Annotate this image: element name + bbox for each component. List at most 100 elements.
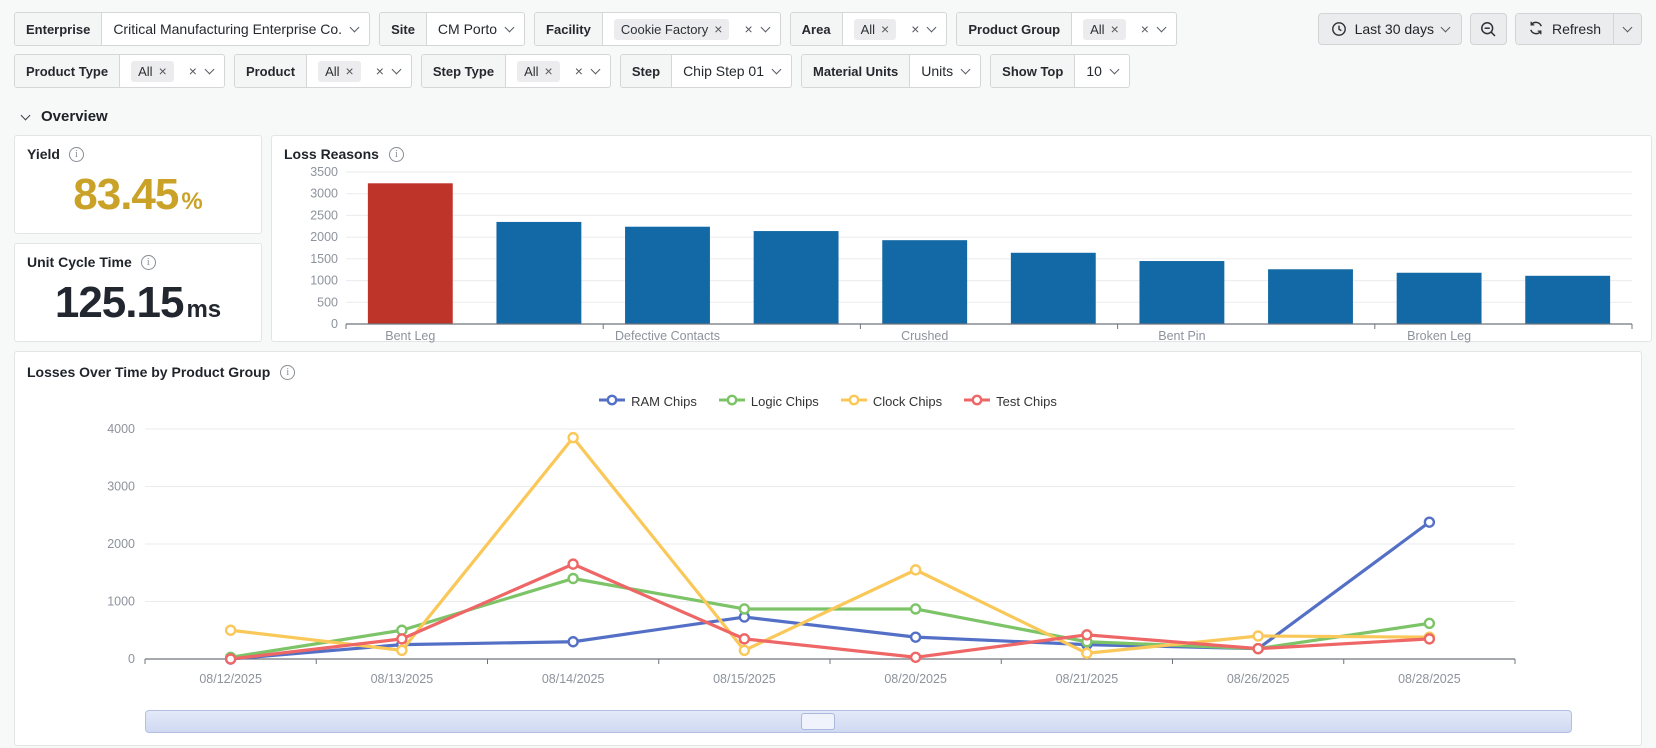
filter-show-top[interactable]: Show Top10 [990, 54, 1130, 88]
time-range-button[interactable]: Last 30 days [1318, 13, 1462, 45]
refresh-button[interactable]: Refresh [1516, 14, 1613, 44]
bar-unlabeled-1 [496, 222, 581, 324]
refresh-split-button: Refresh [1515, 13, 1642, 45]
chip-remove-icon[interactable]: × [881, 22, 889, 36]
filter-value: Critical Manufacturing Enterprise Co. [102, 13, 369, 45]
chevron-down-icon [590, 65, 600, 75]
data-point-test-chips [226, 655, 235, 664]
selected-value: CM Porto [438, 21, 497, 37]
filter-site[interactable]: Site CM Porto [379, 12, 525, 46]
chip-remove-icon[interactable]: × [545, 64, 553, 78]
data-point-clock-chips [740, 646, 749, 655]
filter-enterprise[interactable]: EnterpriseCritical Manufacturing Enterpr… [14, 12, 370, 46]
chart-title: Loss Reasons [284, 146, 379, 162]
filter-area[interactable]: AreaAll×× [790, 12, 948, 46]
filter-label: Show Top [991, 55, 1075, 87]
toolbar: Last 30 days [1318, 13, 1642, 45]
selected-value: Chip Step 01 [683, 63, 764, 79]
clear-filter-icon[interactable]: × [1141, 22, 1149, 36]
filter-value: 10 [1075, 55, 1129, 87]
data-point-test-chips [911, 653, 920, 662]
losses-over-time-card: Losses Over Time by Product Group i RAM … [14, 351, 1642, 746]
datazoom-handle[interactable] [801, 713, 835, 730]
filter-facility[interactable]: FacilityCookie Factory×× [534, 12, 781, 46]
legend-marker-icon [841, 394, 867, 409]
filter-value: All × × [120, 55, 224, 87]
legend-item-logic-chips[interactable]: Logic Chips [719, 394, 819, 409]
clear-filter-icon[interactable]: × [744, 22, 752, 36]
info-icon[interactable]: i [389, 147, 404, 162]
info-icon[interactable]: i [141, 255, 156, 270]
data-point-test-chips [1254, 644, 1263, 653]
zoom-out-button[interactable] [1470, 13, 1507, 45]
chevron-down-icon [760, 23, 770, 33]
y-tick-label: 3000 [310, 187, 338, 201]
filter-value: All×× [506, 55, 610, 87]
legend-label: Test Chips [996, 394, 1057, 409]
losses-over-time-line-chart[interactable]: 0100020003000400008/12/202508/13/202508/… [27, 411, 1627, 701]
chip-label: All [1090, 22, 1104, 37]
legend-label: RAM Chips [631, 394, 697, 409]
x-tick-label: Broken Leg [1407, 329, 1471, 343]
collapse-chevron-icon[interactable] [21, 110, 31, 120]
time-range-label: Last 30 days [1355, 21, 1434, 37]
clear-filter-icon[interactable]: × [376, 64, 384, 78]
filter-product-group[interactable]: Product GroupAll×× [956, 12, 1177, 46]
chart-title: Losses Over Time by Product Group [27, 364, 270, 380]
chip-remove-icon[interactable]: × [159, 64, 167, 78]
chip-remove-icon[interactable]: × [1111, 22, 1119, 36]
filter-product[interactable]: ProductAll×× [234, 54, 412, 88]
clear-filter-icon[interactable]: × [189, 64, 197, 78]
info-icon[interactable]: i [69, 147, 84, 162]
clear-filter-icon[interactable]: × [575, 64, 583, 78]
y-tick-label: 1000 [310, 274, 338, 288]
x-tick-label: Bent Pin [1158, 329, 1205, 343]
datazoom-slider [145, 710, 1572, 733]
y-tick-label: 2500 [310, 208, 338, 222]
chevron-down-icon [961, 65, 971, 75]
data-point-test-chips [740, 634, 749, 643]
legend-item-test-chips[interactable]: Test Chips [964, 394, 1057, 409]
data-point-ram-chips [569, 637, 578, 646]
legend-item-clock-chips[interactable]: Clock Chips [841, 394, 942, 409]
filter-label: Product Type [15, 55, 120, 87]
chevron-down-icon [350, 23, 360, 33]
bar-defective-contacts [625, 227, 710, 324]
filter-chip: All× [854, 19, 897, 40]
filter-step[interactable]: Step Chip Step 01 [620, 54, 792, 88]
filter-row-1: EnterpriseCritical Manufacturing Enterpr… [14, 12, 1642, 46]
bar-bent-leg [368, 183, 453, 324]
filter-step-type[interactable]: Step TypeAll×× [421, 54, 611, 88]
filter-chip: All × [1083, 19, 1126, 40]
legend-marker-icon [719, 394, 745, 409]
x-tick-label: 08/12/2025 [199, 672, 262, 686]
chip-remove-icon[interactable]: × [346, 64, 354, 78]
clear-filter-icon[interactable]: × [911, 22, 919, 36]
x-tick-label: 08/14/2025 [542, 672, 605, 686]
data-point-test-chips [569, 560, 578, 569]
filter-material-units[interactable]: Material UnitsUnits [801, 54, 981, 88]
info-icon[interactable]: i [280, 365, 295, 380]
bar-unlabeled-7 [1268, 269, 1353, 324]
bar-unlabeled-5 [1011, 253, 1096, 324]
data-point-clock-chips [911, 565, 920, 574]
filter-label: Enterprise [15, 13, 102, 45]
chip-remove-icon[interactable]: × [714, 22, 722, 36]
x-tick-label: Bent Leg [385, 329, 435, 343]
chevron-down-icon [1109, 65, 1119, 75]
filter-label: Step [621, 55, 672, 87]
loss-reasons-bar-chart[interactable]: 0500100015002000250030003500Bent LegDefe… [284, 162, 1639, 346]
filter-row-2: Product TypeAll××ProductAll××Step TypeAl… [14, 54, 1642, 88]
kpi-unit: ms [186, 296, 221, 324]
refresh-options-button[interactable] [1613, 14, 1641, 44]
legend-item-ram-chips[interactable]: RAM Chips [599, 394, 697, 409]
filter-product-type[interactable]: Product Type All × × [14, 54, 225, 88]
y-tick-label: 3000 [107, 480, 135, 494]
legend-label: Clock Chips [873, 394, 942, 409]
datazoom-track[interactable] [145, 710, 1572, 733]
legend-marker-icon [964, 394, 990, 409]
kpi-value-row: 125.15ms [27, 278, 249, 328]
chip-label: All [138, 64, 152, 79]
data-point-logic-chips [569, 574, 578, 583]
filter-label: Site [380, 13, 427, 45]
